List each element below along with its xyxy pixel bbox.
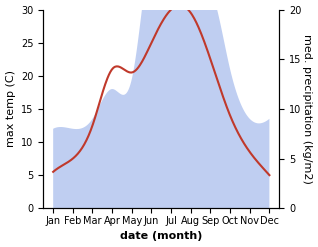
Y-axis label: max temp (C): max temp (C) (5, 70, 16, 147)
X-axis label: date (month): date (month) (120, 231, 203, 242)
Y-axis label: med. precipitation (kg/m2): med. precipitation (kg/m2) (302, 34, 313, 184)
